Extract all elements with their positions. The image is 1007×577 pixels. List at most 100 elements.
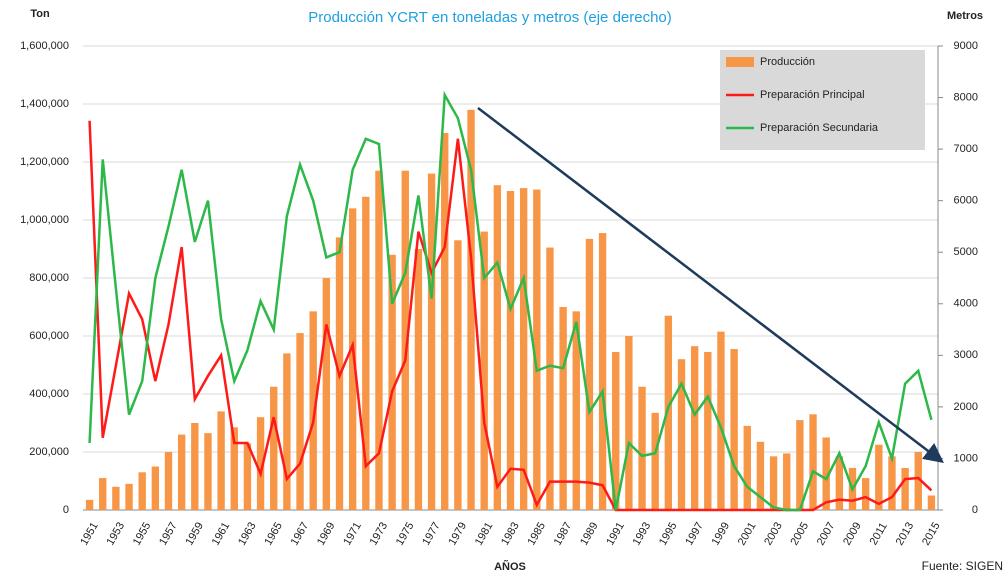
x-tick-label: 2007 — [815, 520, 838, 547]
bar — [230, 427, 238, 510]
x-tick-label: 1951 — [78, 520, 101, 547]
x-tick-label: 1983 — [499, 520, 522, 547]
x-tick-label: 1987 — [552, 520, 575, 547]
bar — [901, 467, 909, 510]
bar — [164, 452, 173, 510]
line — [88, 90, 933, 512]
bar — [664, 315, 673, 510]
y-tick-label: 1,000,000 — [20, 214, 69, 226]
y2-tick-label: 9000 — [954, 40, 978, 52]
x-tick-label: 2001 — [736, 520, 759, 547]
bar — [651, 412, 659, 510]
x-tick-label: 1965 — [262, 520, 285, 547]
x-tick-label: 2009 — [841, 520, 864, 547]
bar — [414, 249, 423, 510]
x-tick-label: 1989 — [578, 520, 601, 547]
x-tick-label: 1977 — [420, 520, 443, 547]
y2-tick-label: 1000 — [954, 452, 978, 464]
y2-tick-label: 3000 — [954, 349, 978, 361]
y2-tick-label: 7000 — [954, 143, 978, 155]
bar — [204, 433, 212, 510]
x-tick-label: 1995 — [657, 520, 680, 547]
bar — [454, 240, 462, 511]
bar — [388, 254, 396, 510]
bar — [835, 456, 844, 510]
bar — [572, 311, 580, 510]
x-tick-label: 1985 — [525, 520, 548, 547]
bar — [138, 472, 146, 510]
x-tick-label: 1973 — [368, 520, 391, 547]
bar — [506, 191, 515, 510]
x-tick-label: 1997 — [683, 520, 706, 547]
y2-tick-label: 6000 — [954, 195, 978, 207]
x-tick-label: 1957 — [157, 520, 180, 547]
bar — [125, 483, 133, 510]
bar — [888, 456, 896, 510]
bar — [612, 351, 620, 510]
bar — [151, 466, 160, 510]
y2-axis-label: Metros — [947, 10, 983, 22]
bar — [177, 434, 186, 510]
y-tick-label: 1,600,000 — [20, 40, 69, 52]
bar — [861, 478, 870, 510]
bar — [533, 189, 541, 511]
y-tick-label: 1,400,000 — [20, 98, 69, 110]
x-tick-label: 1959 — [183, 520, 206, 547]
legend-label: Preparación Secundaria — [760, 122, 879, 134]
bar — [427, 173, 436, 510]
bar — [927, 495, 936, 510]
x-axis-label: AÑOS — [494, 560, 526, 573]
x-tick-label: 1979 — [446, 520, 469, 547]
y-tick-label: 400,000 — [29, 388, 69, 400]
bar — [559, 307, 567, 510]
bar — [283, 353, 291, 510]
bar — [480, 231, 488, 510]
bar — [401, 170, 409, 510]
bar — [309, 311, 317, 510]
x-tick-label: 1975 — [394, 520, 417, 547]
x-tick-label: 1961 — [210, 520, 233, 547]
y2-tick-label: 0 — [972, 504, 978, 516]
y2-tick-label: 2000 — [954, 401, 978, 413]
x-tick-label: 1969 — [315, 520, 338, 547]
chart-title: Producción YCRT en toneladas y metros (e… — [308, 9, 672, 26]
bar — [191, 423, 199, 510]
bar — [112, 486, 120, 510]
bar — [296, 333, 304, 510]
bar — [625, 336, 633, 510]
x-tick-label: 1955 — [131, 520, 154, 547]
legend: Producción Preparación Principal Preparaci… — [720, 50, 925, 150]
bar — [493, 185, 502, 510]
y-tick-label: 800,000 — [29, 272, 69, 284]
bar — [519, 188, 528, 510]
x-tick-label: 1999 — [710, 520, 733, 547]
bar — [809, 414, 817, 510]
bar — [638, 386, 646, 510]
bar — [690, 346, 699, 510]
y-axis-label: Ton — [30, 8, 50, 20]
bar — [875, 444, 883, 510]
bar — [441, 133, 449, 510]
x-tick-label: 2011 — [868, 521, 890, 547]
x-tick-label: 1991 — [604, 520, 627, 547]
bar — [756, 441, 765, 510]
bar — [704, 351, 712, 510]
x-tick-label: 1981 — [473, 520, 496, 547]
source: Fuente: SIGEN — [922, 559, 1003, 573]
trend-arrow — [477, 107, 944, 464]
bar — [85, 499, 94, 510]
x-tick-label: 1963 — [236, 520, 259, 547]
y-tick-label: 0 — [63, 504, 69, 516]
bar — [677, 359, 686, 510]
bar — [467, 109, 475, 511]
x-tick-label: 2015 — [920, 520, 943, 547]
bar — [743, 425, 751, 510]
y2-tick-label: 4000 — [954, 298, 978, 310]
bar — [256, 417, 265, 510]
bar — [243, 443, 252, 510]
legend-label: Preparación Principal — [760, 89, 865, 101]
bar — [217, 411, 225, 510]
y2-tick-label: 5000 — [954, 246, 978, 258]
bar — [270, 386, 278, 510]
